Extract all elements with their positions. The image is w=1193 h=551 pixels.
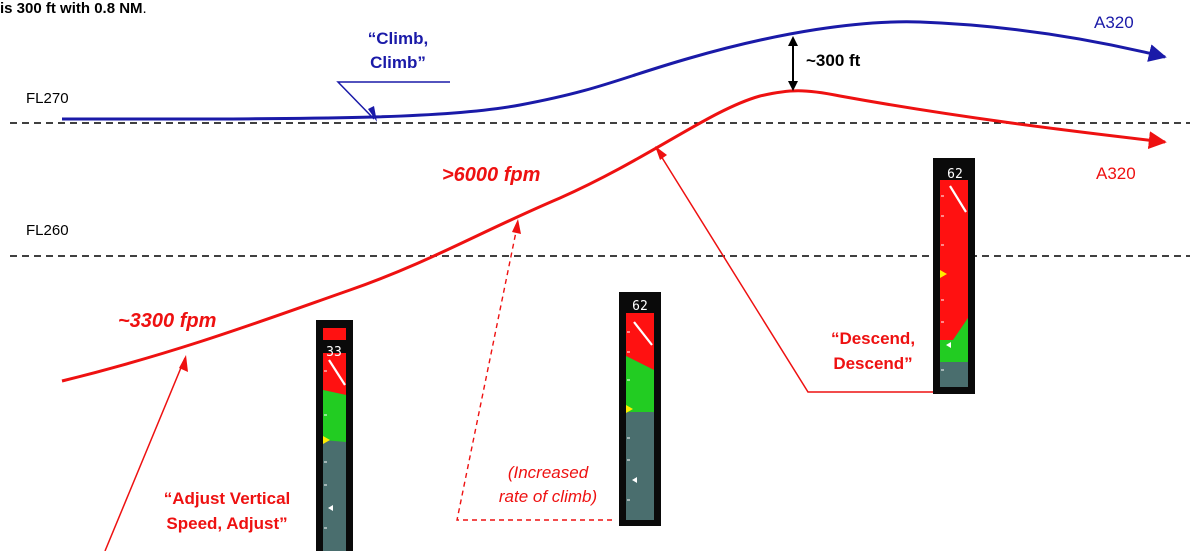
blue-aircraft-trajectory bbox=[61, 20, 1167, 121]
climb-callout-line-2: Climb” bbox=[370, 53, 426, 72]
flight-level-lower-label: FL260 bbox=[26, 222, 69, 239]
blue-aircraft-label: A320 bbox=[1094, 13, 1134, 32]
adjust-callout: “Adjust Vertical Speed, Adjust” bbox=[104, 355, 291, 551]
vsi-gauge-1: 33 bbox=[316, 320, 353, 551]
vsi-gauge-3: 62 bbox=[933, 158, 975, 394]
descend-callout-line-2: Descend” bbox=[833, 354, 912, 373]
vsi-gauge-2-readout: 62 bbox=[632, 299, 648, 314]
vsi-gauge-1-readout: 33 bbox=[326, 345, 342, 360]
flight-level-upper: FL270 bbox=[10, 90, 1190, 124]
climb-callout: “Climb, Climb” bbox=[336, 29, 450, 122]
climb-callout-line-1: “Climb, bbox=[368, 29, 428, 48]
separation-label: ~300 ft bbox=[806, 51, 861, 70]
descend-callout-line-1: “Descend, bbox=[831, 329, 915, 348]
increased-callout: (Increased rate of climb) bbox=[456, 219, 612, 521]
red-aircraft-trajectory bbox=[61, 89, 1167, 383]
adjust-callout-line-2: Speed, Adjust” bbox=[166, 514, 287, 533]
separation-indicator: ~300 ft bbox=[788, 36, 861, 91]
increased-callout-line-1: (Increased bbox=[508, 463, 589, 482]
flight-level-lower: FL260 bbox=[10, 222, 1190, 257]
descend-callout: “Descend, Descend” bbox=[655, 146, 934, 393]
increased-callout-line-2: rate of climb) bbox=[499, 487, 597, 506]
adjust-callout-line-1: “Adjust Vertical bbox=[164, 489, 291, 508]
header-text: is 300 ft with 0.8 NM. bbox=[0, 0, 147, 17]
initial-rate-label: ~3300 fpm bbox=[118, 310, 216, 332]
increased-rate-label: >6000 fpm bbox=[442, 164, 540, 186]
flight-level-upper-label: FL270 bbox=[26, 90, 69, 107]
red-aircraft-label: A320 bbox=[1096, 164, 1136, 183]
vsi-gauge-2: 62 bbox=[619, 292, 661, 526]
vsi-gauge-3-readout: 62 bbox=[947, 167, 963, 182]
